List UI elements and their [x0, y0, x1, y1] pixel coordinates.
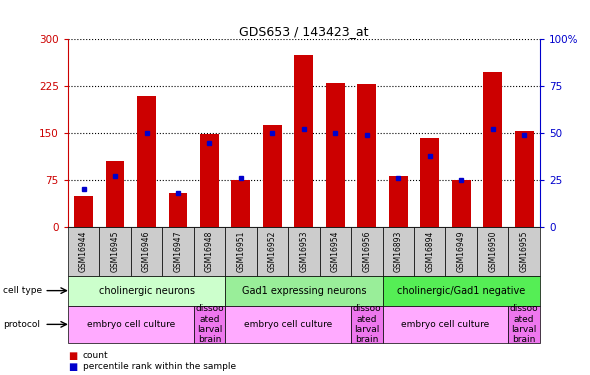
- Bar: [514, 131, 533, 227]
- Bar: [257, 227, 288, 276]
- Bar: [509, 227, 540, 276]
- Bar: [420, 138, 439, 227]
- Text: dissoo
ated
larval
brain: dissoo ated larval brain: [510, 304, 539, 345]
- Bar: [162, 227, 194, 276]
- Bar: [294, 55, 313, 227]
- Bar: [194, 306, 225, 343]
- Bar: [288, 227, 320, 276]
- Bar: [68, 276, 225, 306]
- Text: GSM16949: GSM16949: [457, 231, 466, 272]
- Bar: [326, 83, 345, 227]
- Text: GSM16948: GSM16948: [205, 231, 214, 272]
- Text: GSM16953: GSM16953: [299, 231, 309, 272]
- Text: GSM16947: GSM16947: [173, 231, 182, 272]
- Text: GSM16945: GSM16945: [110, 231, 120, 272]
- Bar: [509, 306, 540, 343]
- Bar: [382, 227, 414, 276]
- Bar: [74, 196, 93, 227]
- Text: GSM16944: GSM16944: [79, 231, 88, 272]
- Bar: [194, 227, 225, 276]
- Bar: [225, 306, 351, 343]
- Text: ■: ■: [68, 351, 77, 360]
- Text: cholinergic neurons: cholinergic neurons: [99, 286, 195, 296]
- Bar: [483, 72, 502, 227]
- Bar: [169, 192, 188, 227]
- Bar: [200, 134, 219, 227]
- Bar: [452, 180, 471, 227]
- Text: Gad1 expressing neurons: Gad1 expressing neurons: [241, 286, 366, 296]
- Text: GSM16955: GSM16955: [520, 231, 529, 272]
- Bar: [320, 227, 351, 276]
- Bar: [477, 227, 509, 276]
- Text: protocol: protocol: [3, 320, 40, 329]
- Text: GSM16956: GSM16956: [362, 231, 371, 272]
- Bar: [225, 276, 382, 306]
- Bar: [137, 96, 156, 227]
- Text: dissoo
ated
larval
brain: dissoo ated larval brain: [352, 304, 381, 345]
- Bar: [106, 161, 124, 227]
- Text: GSM16954: GSM16954: [331, 231, 340, 272]
- Text: embryo cell culture: embryo cell culture: [401, 320, 490, 329]
- Text: embryo cell culture: embryo cell culture: [244, 320, 332, 329]
- Bar: [263, 125, 282, 227]
- Bar: [225, 227, 257, 276]
- Text: percentile rank within the sample: percentile rank within the sample: [83, 362, 236, 371]
- Bar: [414, 227, 445, 276]
- Text: ■: ■: [68, 362, 77, 372]
- Bar: [445, 227, 477, 276]
- Title: GDS653 / 143423_at: GDS653 / 143423_at: [239, 25, 369, 38]
- Bar: [68, 227, 99, 276]
- Text: cell type: cell type: [3, 286, 42, 295]
- Text: cholinergic/Gad1 negative: cholinergic/Gad1 negative: [397, 286, 525, 296]
- Text: dissoo
ated
larval
brain: dissoo ated larval brain: [195, 304, 224, 345]
- Bar: [131, 227, 162, 276]
- Bar: [389, 176, 408, 227]
- Text: GSM16951: GSM16951: [237, 231, 245, 272]
- Bar: [358, 84, 376, 227]
- Bar: [68, 306, 194, 343]
- Text: GSM16952: GSM16952: [268, 231, 277, 272]
- Bar: [351, 227, 382, 276]
- Text: GSM16894: GSM16894: [425, 231, 434, 272]
- Text: embryo cell culture: embryo cell culture: [87, 320, 175, 329]
- Bar: [382, 276, 540, 306]
- Text: GSM16946: GSM16946: [142, 231, 151, 272]
- Bar: [231, 180, 250, 227]
- Text: GSM16893: GSM16893: [394, 231, 403, 272]
- Bar: [382, 306, 509, 343]
- Bar: [351, 306, 382, 343]
- Text: GSM16950: GSM16950: [488, 231, 497, 272]
- Bar: [99, 227, 131, 276]
- Text: count: count: [83, 351, 108, 360]
